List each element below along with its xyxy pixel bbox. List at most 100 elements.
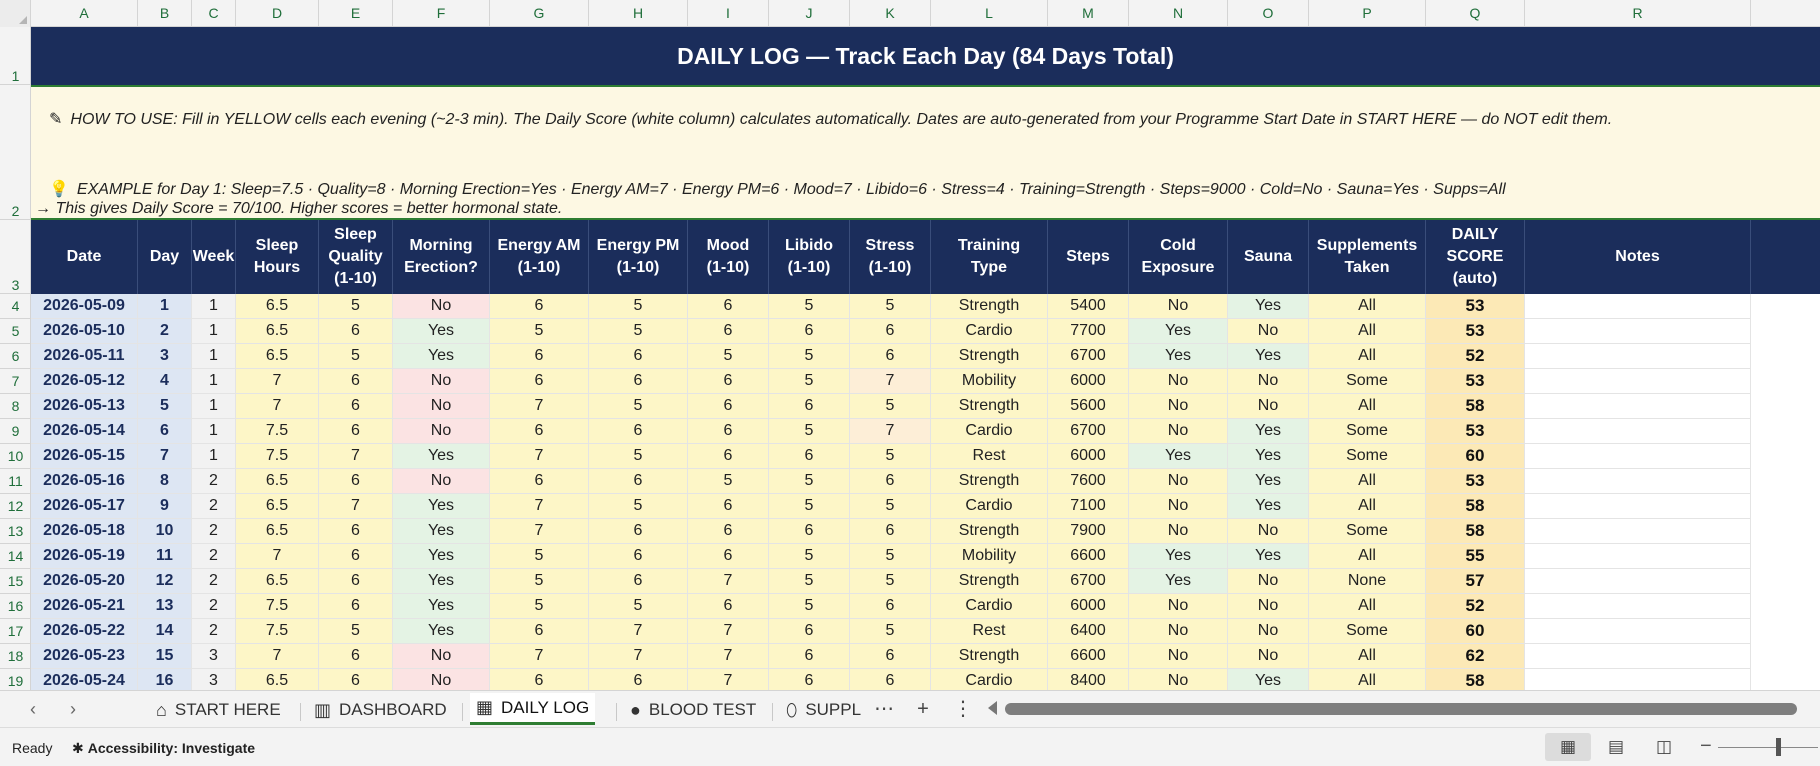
table-cell[interactable]: 1: [138, 294, 192, 319]
table-cell[interactable]: 7: [236, 544, 319, 569]
table-cell[interactable]: 55: [1426, 544, 1525, 569]
table-cell[interactable]: 5600: [1048, 394, 1129, 419]
table-cell[interactable]: Yes: [1129, 344, 1228, 369]
table-cell[interactable]: 5: [850, 294, 931, 319]
table-cell[interactable]: 2026-05-20: [31, 569, 138, 594]
table-cell[interactable]: Cardio: [931, 594, 1048, 619]
table-cell[interactable]: 6000: [1048, 444, 1129, 469]
table-cell[interactable]: 6: [688, 394, 769, 419]
table-cell[interactable]: Yes: [393, 569, 490, 594]
table-cell[interactable]: 2: [192, 544, 236, 569]
zoom-slider-thumb[interactable]: [1776, 738, 1781, 756]
table-cell[interactable]: 6700: [1048, 344, 1129, 369]
table-cell[interactable]: No: [1129, 494, 1228, 519]
table-cell[interactable]: 2026-05-21: [31, 594, 138, 619]
row-header[interactable]: 4: [0, 294, 31, 319]
table-cell[interactable]: 6: [589, 569, 688, 594]
table-cell[interactable]: 5: [688, 344, 769, 369]
table-cell[interactable]: 7: [850, 419, 931, 444]
table-cell[interactable]: 7: [138, 444, 192, 469]
column-header[interactable]: K: [850, 0, 931, 27]
row-header[interactable]: 13: [0, 519, 31, 544]
column-title[interactable]: Sleep Quality (1-10): [319, 220, 393, 294]
table-cell[interactable]: 2026-05-16: [31, 469, 138, 494]
table-cell[interactable]: 6: [850, 319, 931, 344]
table-cell[interactable]: 6: [589, 519, 688, 544]
column-title[interactable]: Notes: [1525, 220, 1751, 294]
table-cell[interactable]: No: [393, 394, 490, 419]
row-header[interactable]: 11: [0, 469, 31, 494]
table-cell[interactable]: 10: [138, 519, 192, 544]
table-cell[interactable]: No: [1129, 519, 1228, 544]
table-cell[interactable]: 7: [688, 569, 769, 594]
table-cell[interactable]: 2026-05-14: [31, 419, 138, 444]
table-cell[interactable]: No: [1228, 394, 1309, 419]
table-cell[interactable]: 57: [1426, 569, 1525, 594]
table-cell[interactable]: Yes: [1228, 494, 1309, 519]
table-cell[interactable]: Yes: [1228, 469, 1309, 494]
row-header[interactable]: 18: [0, 644, 31, 669]
table-cell[interactable]: 7.5: [236, 419, 319, 444]
accessibility-status[interactable]: ✱ Accessibility: Investigate: [72, 740, 255, 757]
table-cell[interactable]: 4: [138, 369, 192, 394]
column-title[interactable]: Steps: [1048, 220, 1129, 294]
column-title[interactable]: Week: [192, 220, 236, 294]
table-cell[interactable]: 6000: [1048, 369, 1129, 394]
table-cell[interactable]: Mobility: [931, 544, 1048, 569]
table-cell[interactable]: 53: [1426, 369, 1525, 394]
table-cell[interactable]: No: [393, 294, 490, 319]
table-cell[interactable]: No: [393, 669, 490, 690]
table-cell[interactable]: 6000: [1048, 594, 1129, 619]
table-cell[interactable]: [1525, 419, 1751, 444]
table-cell[interactable]: Yes: [1228, 444, 1309, 469]
table-cell[interactable]: 2026-05-18: [31, 519, 138, 544]
table-cell[interactable]: 2026-05-10: [31, 319, 138, 344]
table-cell[interactable]: 60: [1426, 444, 1525, 469]
column-title[interactable]: Supplements Taken: [1309, 220, 1426, 294]
table-cell[interactable]: 58: [1426, 394, 1525, 419]
table-cell[interactable]: 7: [490, 519, 589, 544]
page-layout-view-button[interactable]: ▤: [1607, 737, 1625, 756]
row-header[interactable]: 16: [0, 594, 31, 619]
table-cell[interactable]: All: [1309, 319, 1426, 344]
table-cell[interactable]: No: [1228, 319, 1309, 344]
table-cell[interactable]: 2: [138, 319, 192, 344]
table-cell[interactable]: 5: [769, 569, 850, 594]
table-cell[interactable]: 6: [319, 319, 393, 344]
table-cell[interactable]: 6: [688, 444, 769, 469]
table-cell[interactable]: 5: [850, 394, 931, 419]
table-cell[interactable]: 6: [589, 344, 688, 369]
table-cell[interactable]: [1525, 294, 1751, 319]
table-cell[interactable]: All: [1309, 394, 1426, 419]
table-cell[interactable]: 6: [490, 419, 589, 444]
table-cell[interactable]: 6: [850, 594, 931, 619]
sheet-tab[interactable]: ● BLOOD TEST: [624, 695, 762, 725]
table-cell[interactable]: 6400: [1048, 619, 1129, 644]
column-header[interactable]: Q: [1426, 0, 1525, 27]
table-cell[interactable]: [1525, 469, 1751, 494]
table-cell[interactable]: None: [1309, 569, 1426, 594]
table-cell[interactable]: 58: [1426, 494, 1525, 519]
table-cell[interactable]: 7100: [1048, 494, 1129, 519]
table-cell[interactable]: 1: [192, 319, 236, 344]
table-cell[interactable]: 6: [589, 369, 688, 394]
table-cell[interactable]: 8400: [1048, 669, 1129, 690]
table-cell[interactable]: 8: [138, 469, 192, 494]
table-cell[interactable]: Cardio: [931, 494, 1048, 519]
table-cell[interactable]: 1: [192, 444, 236, 469]
table-cell[interactable]: 2: [192, 569, 236, 594]
table-cell[interactable]: Yes: [1129, 569, 1228, 594]
table-cell[interactable]: No: [393, 644, 490, 669]
table-cell[interactable]: 2026-05-24: [31, 669, 138, 690]
table-cell[interactable]: No: [1228, 519, 1309, 544]
table-cell[interactable]: 53: [1426, 294, 1525, 319]
table-cell[interactable]: All: [1309, 344, 1426, 369]
row-header[interactable]: 5: [0, 319, 31, 344]
row-header[interactable]: 12: [0, 494, 31, 519]
more-sheets-icon[interactable]: ⋯: [874, 698, 894, 720]
table-cell[interactable]: 6: [589, 469, 688, 494]
column-title[interactable]: Mood (1-10): [688, 220, 769, 294]
column-title[interactable]: Morning Erection?: [393, 220, 490, 294]
table-cell[interactable]: Strength: [931, 569, 1048, 594]
table-cell[interactable]: Yes: [393, 444, 490, 469]
